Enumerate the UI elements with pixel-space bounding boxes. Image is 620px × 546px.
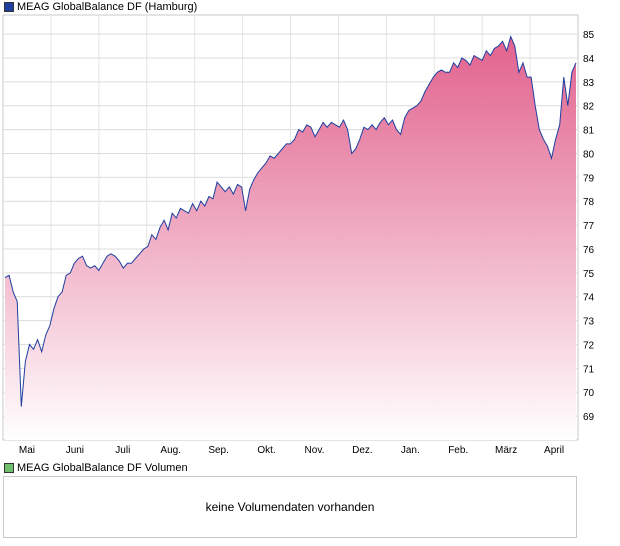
y-tick-label: 76 [583, 245, 595, 256]
x-tick-label: März [495, 445, 517, 456]
volume-empty-message: keine Volumendaten vorhanden [205, 500, 375, 514]
volume-panel: keine Volumendaten vorhanden [3, 476, 577, 538]
y-tick-label: 71 [583, 364, 595, 375]
x-axis: Mai Juni Juli Aug. Sep. Okt. Nov. Dez. Jan. Feb. M… [19, 445, 564, 456]
y-tick-label: 80 [583, 149, 595, 160]
price-chart: 69 70 71 72 73 74 75 76 77 78 79 80 81 82 83 84 85 Mai Ju… [2, 14, 595, 456]
y-tick-label: 69 [583, 412, 595, 423]
y-tick-label: 73 [583, 317, 595, 328]
y-tick-label: 81 [583, 126, 595, 137]
price-legend: MEAG GlobalBalance DF (Hamburg) [4, 1, 197, 13]
volume-legend-swatch [4, 463, 14, 473]
price-line [4, 35, 577, 407]
x-tick-label: Okt. [257, 445, 275, 456]
x-tick-label: Juli [115, 445, 130, 456]
x-tick-label: Sep. [208, 445, 229, 456]
volume-legend: MEAG GlobalBalance DF Volumen [4, 462, 188, 474]
volume-legend-label: MEAG GlobalBalance DF Volumen [17, 462, 188, 474]
x-tick-label: Aug. [160, 445, 181, 456]
y-axis: 69 70 71 72 73 74 75 76 77 78 79 80 81 82 83 84 85 [583, 30, 595, 423]
y-tick-label: 75 [583, 269, 595, 280]
x-tick-label: Mai [19, 445, 35, 456]
y-tick-label: 74 [583, 293, 595, 304]
price-area [5, 36, 576, 440]
y-tick-label: 70 [583, 388, 595, 399]
y-tick-label: 85 [583, 30, 595, 41]
x-tick-label: Dez. [352, 445, 373, 456]
x-tick-label: April [544, 445, 564, 456]
y-tick-label: 78 [583, 197, 595, 208]
x-tick-label: Juni [66, 445, 84, 456]
y-tick-label: 72 [583, 340, 595, 351]
x-tick-label: Nov. [305, 445, 325, 456]
y-tick-label: 82 [583, 102, 595, 113]
x-tick-label: Feb. [448, 445, 468, 456]
price-legend-label: MEAG GlobalBalance DF (Hamburg) [17, 1, 198, 13]
y-tick-label: 79 [583, 173, 595, 184]
price-legend-swatch [4, 2, 14, 12]
y-tick-label: 83 [583, 78, 595, 89]
y-tick-label: 84 [583, 54, 595, 65]
y-tick-label: 77 [583, 221, 595, 232]
x-tick-label: Jan. [401, 445, 420, 456]
